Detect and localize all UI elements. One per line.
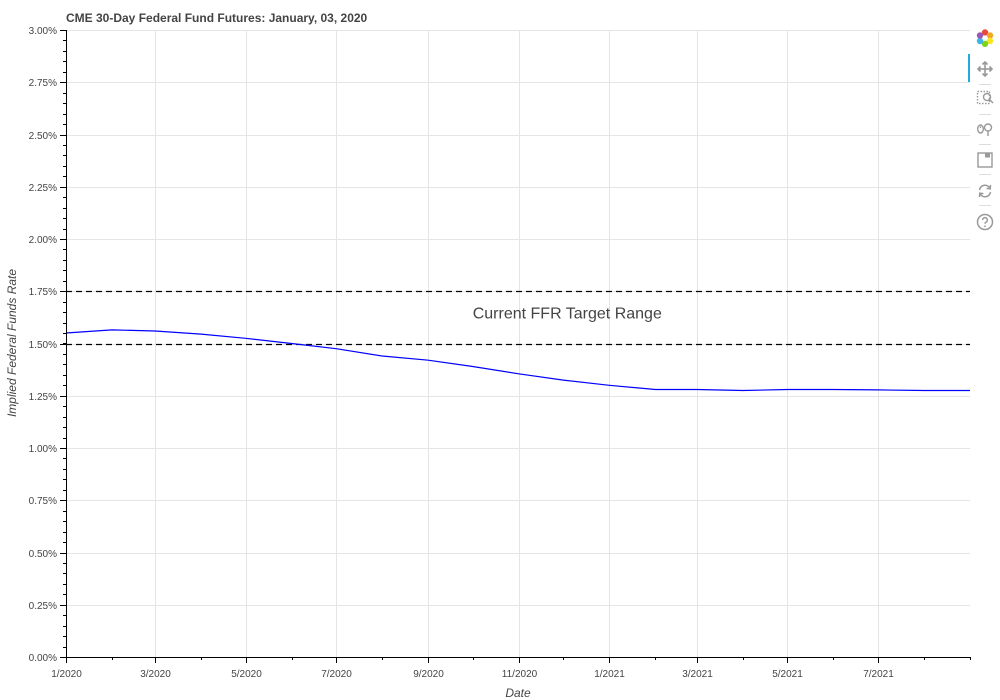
x-gridlines (155, 30, 879, 657)
x-tick-label: 3/2021 (682, 669, 713, 680)
annotations: Current FFR Target Range (473, 305, 662, 322)
pan-icon[interactable] (975, 59, 995, 79)
series-line (65, 329, 970, 392)
y-tick-label: 1.50% (29, 340, 57, 351)
x-axis-title: Date (505, 686, 531, 700)
x-tick-label: 7/2020 (321, 669, 352, 680)
bokeh-logo-icon[interactable] (975, 28, 995, 48)
save-icon[interactable] (975, 150, 995, 170)
y-tick-label: 2.50% (29, 131, 57, 142)
x-tick-label: 11/2020 (502, 669, 538, 680)
y-axis-title: Implied Federal Funds Rate (5, 269, 19, 417)
toolbar-separator (979, 144, 991, 145)
y-tick-label: 1.75% (29, 287, 57, 298)
help-icon[interactable] (975, 212, 995, 232)
x-tick-label: 9/2020 (413, 669, 444, 680)
y-tick-label: 2.75% (29, 78, 57, 89)
y-tick-label: 1.25% (29, 392, 57, 403)
x-tick-label: 1/2021 (594, 669, 625, 680)
reference-lines (66, 290, 970, 346)
box-zoom-icon[interactable] (975, 89, 995, 109)
y-tick-label: 0.25% (29, 601, 57, 612)
y-tick-label: 0.50% (29, 549, 57, 560)
toolbar (968, 26, 1000, 246)
toolbar-separator (979, 84, 991, 85)
y-tick-label: 3.00% (29, 26, 57, 37)
x-tick-label: 5/2021 (772, 669, 803, 680)
series-group (65, 329, 970, 392)
x-tick-label: 7/2021 (863, 669, 894, 680)
toolbar-separator (979, 205, 991, 206)
x-axis-ticks: 1/2020 3/2020 5/2020 7/2020 9/2020 11/2020 1/2… (51, 657, 971, 680)
y-tick-label: 2.00% (29, 235, 57, 246)
x-tick-label: 5/2020 (231, 669, 262, 680)
x-tick-label: 3/2020 (140, 669, 171, 680)
annotation-label: Current FFR Target Range (473, 305, 662, 322)
y-tick-label: 1.00% (29, 444, 57, 455)
y-tick-label: 0.75% (29, 496, 57, 507)
y-tick-label: 0.00% (29, 653, 57, 664)
x-tick-label: 1/2020 (51, 669, 82, 680)
toolbar-separator (979, 114, 991, 115)
chart-title: CME 30-Day Federal Fund Futures: January… (66, 11, 368, 25)
y-axis-ticks: 0.00% 0.25% 0.50% 0.75% 1.00% 1.25% 1.50% 1.75%… (29, 26, 66, 664)
toolbar-separator (979, 174, 991, 175)
wheel-zoom-icon[interactable] (975, 119, 995, 139)
y-tick-label: 2.25% (29, 183, 57, 194)
active-tool-indicator (968, 54, 970, 82)
reset-icon[interactable] (975, 181, 995, 201)
y-gridlines (66, 30, 970, 606)
